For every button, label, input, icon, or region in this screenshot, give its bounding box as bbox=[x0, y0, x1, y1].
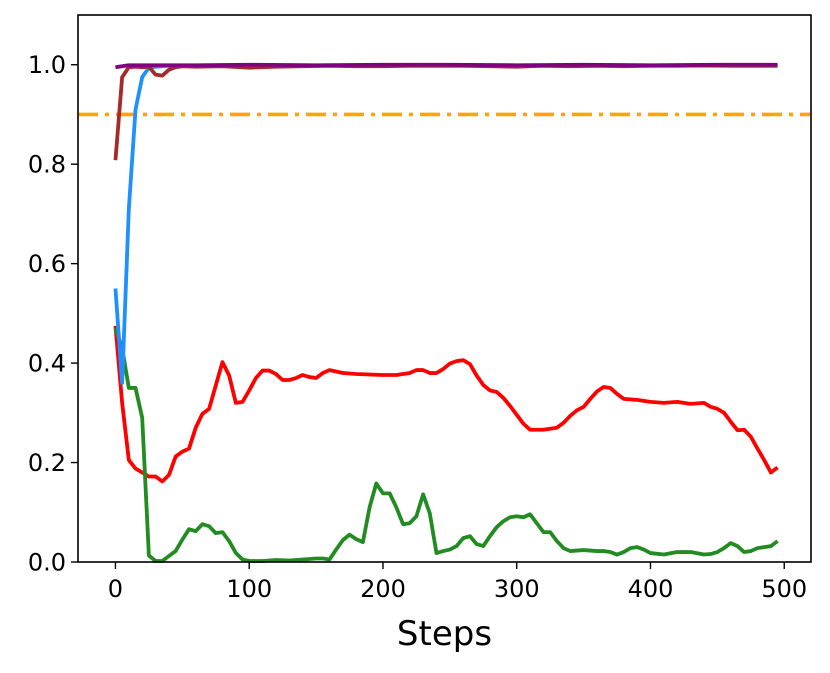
x-tick-label: 0 bbox=[108, 575, 123, 603]
y-tick-label: 0.8 bbox=[28, 151, 66, 179]
series-group bbox=[113, 62, 779, 563]
x-tick-label: 300 bbox=[494, 575, 540, 603]
y-tick-label: 0.6 bbox=[28, 250, 66, 278]
series-line-1 bbox=[113, 325, 779, 484]
y-tick-label: 0.2 bbox=[28, 449, 66, 477]
x-tick-label: 100 bbox=[226, 575, 272, 603]
y-tick-label: 0.0 bbox=[28, 549, 66, 577]
x-tick-label: 500 bbox=[761, 575, 807, 603]
ticks-group: 0 100 200 300 400 500 0.0 0.2 0.4 0.6 0.8 1.0 bbox=[28, 51, 807, 603]
x-tick-label: 200 bbox=[360, 575, 406, 603]
axes-group bbox=[77, 14, 812, 563]
x-axis-title: Steps bbox=[397, 614, 492, 654]
x-tick-label: 400 bbox=[628, 575, 674, 603]
y-tick-label: 1.0 bbox=[28, 51, 66, 79]
plot-frame bbox=[77, 14, 812, 563]
y-tick-label: 0.4 bbox=[28, 350, 66, 378]
series-line-2 bbox=[113, 327, 779, 563]
series-line-5 bbox=[115, 62, 778, 70]
